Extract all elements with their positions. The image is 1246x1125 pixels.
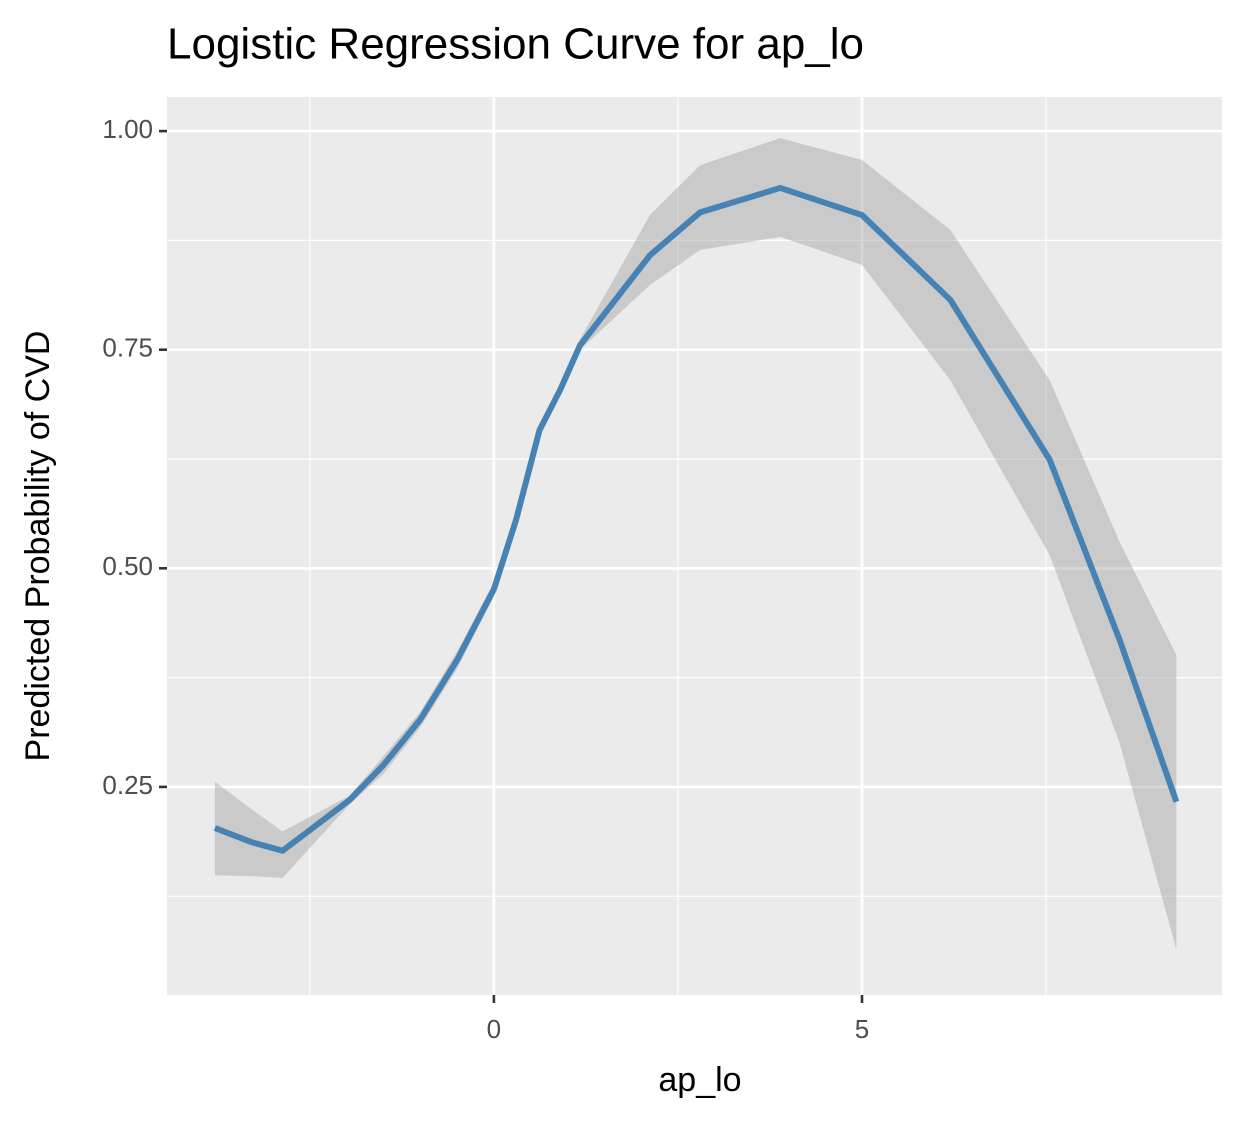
y-tick-label: 0.50 (102, 551, 153, 581)
x-axis-title: ap_lo (658, 1061, 741, 1099)
y-tick-label: 0.75 (102, 333, 153, 363)
fit-line (213, 184, 1180, 854)
chart-title: Logistic Regression Curve for ap_lo (167, 20, 864, 69)
y-tick-label: 0.25 (102, 770, 153, 800)
y-tick-label: 1.00 (102, 114, 153, 144)
x-tick-label: 0 (487, 1014, 501, 1044)
confidence-band (214, 138, 1177, 950)
y-axis-title: Predicted Probability of CVD (19, 331, 57, 762)
x-tick-label: 5 (855, 1014, 869, 1044)
